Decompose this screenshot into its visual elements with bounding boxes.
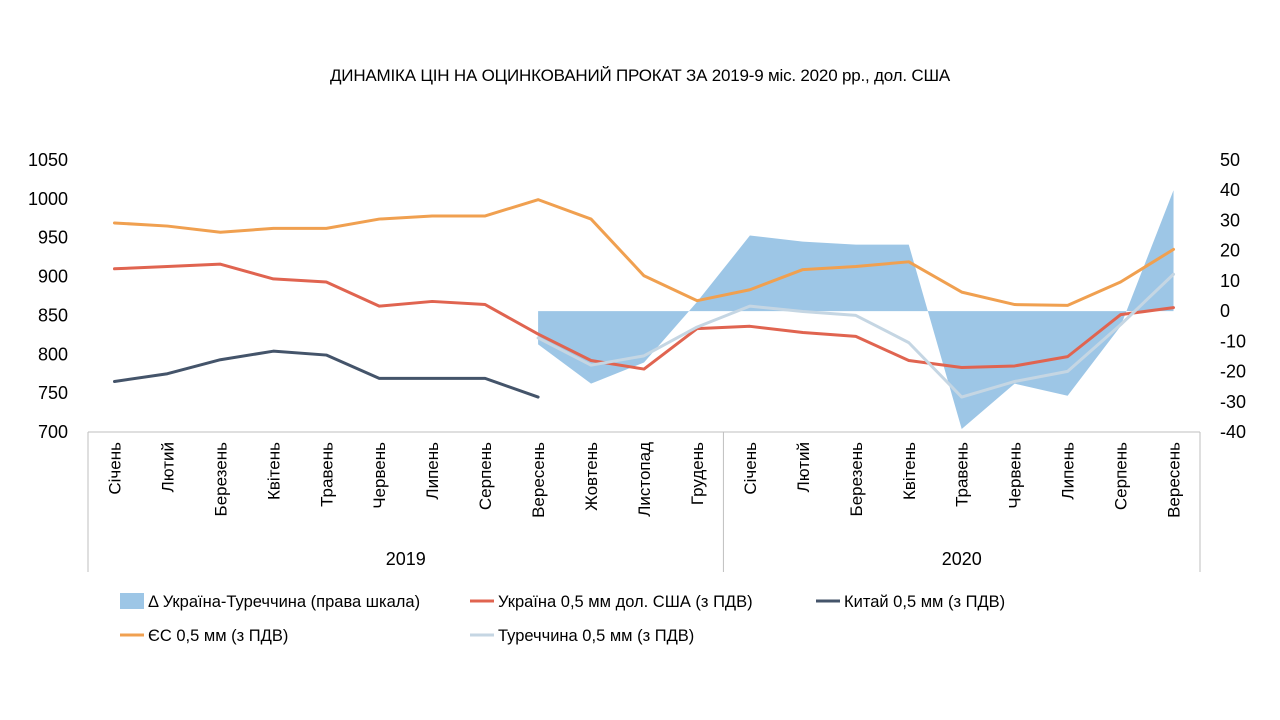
- chart-title: ДИНАМІКА ЦІН НА ОЦИНКОВАНИЙ ПРОКАТ ЗА 20…: [329, 66, 951, 85]
- category-label: Березень: [211, 442, 230, 517]
- category-label: Лютий: [794, 442, 813, 492]
- series-line-4: [536, 272, 1176, 399]
- right-tick-label: 10: [1220, 271, 1240, 291]
- area-segment: [1126, 190, 1174, 312]
- legend-label: ЄС 0,5 мм (з ПДВ): [148, 627, 288, 645]
- right-tick-label: 20: [1220, 241, 1240, 261]
- category-label: Січень: [105, 442, 124, 495]
- area-segment: [689, 235, 928, 312]
- category-label: Березень: [847, 442, 866, 517]
- area-segment: [927, 311, 1127, 429]
- category-label: Серпень: [476, 442, 495, 510]
- left-tick-label: 1000: [28, 189, 68, 209]
- left-tick-label: 750: [38, 383, 68, 403]
- right-tick-label: -30: [1220, 392, 1246, 412]
- right-tick-label: -40: [1220, 422, 1246, 442]
- series-line-1: [112, 262, 1176, 371]
- category-label: Вересень: [1165, 442, 1184, 518]
- category-label: Січень: [741, 442, 760, 495]
- category-label: Травень: [317, 442, 336, 507]
- legend-label: Україна 0,5 мм дол. США (з ПДВ): [498, 593, 753, 611]
- left-tick-label: 800: [38, 344, 68, 364]
- group-label-2019: 2019: [386, 549, 426, 569]
- category-label: Липень: [1059, 442, 1078, 500]
- right-tick-label: -20: [1220, 362, 1246, 382]
- category-label: Травень: [953, 442, 972, 507]
- right-tick-label: 50: [1220, 150, 1240, 170]
- left-tick-label: 950: [38, 228, 68, 248]
- series-line-2: [112, 349, 540, 399]
- legend-swatch: [120, 593, 144, 609]
- left-tick-label: 1050: [28, 150, 68, 170]
- series-line-3: [112, 198, 1176, 307]
- legend-label: Китай 0,5 мм (з ПДВ): [844, 593, 1005, 611]
- category-label: Серпень: [1112, 442, 1131, 510]
- category-label: Вересень: [529, 442, 548, 518]
- category-label: Жовтень: [582, 442, 601, 511]
- left-tick-label: 900: [38, 267, 68, 287]
- category-label: Липень: [423, 442, 442, 500]
- category-label: Квітень: [264, 442, 283, 500]
- legend-label: Δ Україна-Туреччина (права шкала): [148, 593, 420, 611]
- left-tick-label: 850: [38, 305, 68, 325]
- area-segment: [538, 311, 690, 384]
- category-label: Грудень: [688, 442, 707, 505]
- right-tick-label: 30: [1220, 210, 1240, 230]
- category-label: Червень: [370, 442, 389, 509]
- left-tick-label: 700: [38, 422, 68, 442]
- right-tick-label: -10: [1220, 331, 1246, 351]
- category-label: Лютий: [158, 442, 177, 492]
- legend-label: Туреччина 0,5 мм (з ПДВ): [498, 627, 694, 645]
- category-label: Червень: [1006, 442, 1025, 509]
- category-label: Квітень: [900, 442, 919, 500]
- right-tick-label: 0: [1220, 301, 1230, 321]
- category-label: Листопад: [635, 442, 654, 517]
- group-label-2020: 2020: [942, 549, 982, 569]
- right-tick-label: 40: [1220, 180, 1240, 200]
